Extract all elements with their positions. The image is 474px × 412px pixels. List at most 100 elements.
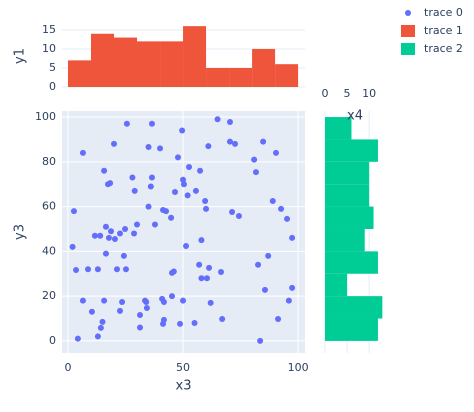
point (285, 297, 292, 304)
point (143, 305, 150, 312)
point (143, 298, 150, 305)
point (145, 144, 152, 151)
point (122, 266, 129, 273)
point (74, 335, 81, 342)
bar (67, 60, 91, 87)
point (289, 284, 296, 291)
point (289, 234, 296, 241)
legend-label: trace 2 (424, 42, 463, 55)
point (123, 120, 130, 127)
point (105, 234, 112, 241)
point (129, 174, 136, 181)
point (179, 127, 186, 134)
point (120, 252, 127, 259)
point (206, 264, 213, 271)
x-axis-title: x3 (176, 379, 192, 394)
point (180, 176, 187, 183)
bar (325, 318, 378, 341)
y-tick-label: 10 (42, 42, 56, 55)
point (183, 242, 190, 249)
point (214, 116, 221, 123)
point (101, 297, 108, 304)
point (235, 212, 242, 219)
point (69, 243, 76, 250)
point (70, 208, 77, 215)
bar (252, 48, 276, 87)
point (232, 140, 239, 147)
point (151, 221, 158, 228)
y-tick-label: 80 (42, 155, 56, 168)
point (107, 180, 114, 187)
bar (325, 117, 352, 140)
y-tick-label: 100 (35, 110, 56, 123)
point (218, 268, 225, 275)
point (79, 297, 86, 304)
point (170, 268, 177, 275)
point (163, 208, 170, 215)
point (275, 315, 282, 322)
x-axis-title: x4 (347, 109, 363, 124)
point (116, 230, 123, 237)
point (186, 163, 193, 170)
bar (275, 64, 299, 87)
y-tick-label: 40 (42, 244, 56, 257)
point (122, 225, 129, 232)
point (91, 232, 98, 239)
point (101, 167, 108, 174)
point (99, 318, 106, 325)
point (198, 237, 205, 244)
point (180, 181, 187, 188)
x-tick-label: 5 (344, 87, 351, 100)
point (148, 120, 155, 127)
point (79, 149, 86, 156)
legend-label: trace 0 (424, 6, 463, 19)
legend-label: trace 1 (424, 24, 463, 37)
point (207, 299, 214, 306)
point (177, 320, 184, 327)
y-axis-title: y3 (13, 224, 28, 240)
point (131, 230, 138, 237)
point (260, 138, 267, 145)
point (168, 214, 175, 221)
bar (325, 251, 378, 274)
point (157, 145, 164, 152)
point (131, 187, 138, 194)
point (226, 138, 233, 145)
point (137, 311, 144, 318)
point (203, 275, 210, 282)
point (108, 228, 115, 235)
legend-marker (405, 10, 411, 16)
bar (137, 41, 161, 87)
bar (114, 37, 138, 87)
point (73, 266, 80, 273)
point (160, 298, 167, 305)
bar (206, 67, 230, 87)
point (251, 156, 258, 163)
point (160, 316, 167, 323)
y-tick-label: 0 (49, 80, 56, 93)
y-tick-label: 20 (42, 289, 56, 302)
bar (325, 161, 370, 185)
point (196, 261, 203, 268)
y-tick-label: 60 (42, 200, 56, 213)
point (202, 197, 209, 204)
point (273, 149, 280, 156)
legend-marker (401, 25, 415, 37)
y-tick-label: 15 (42, 23, 56, 36)
bar (183, 26, 207, 87)
point (88, 308, 95, 315)
point (145, 203, 152, 210)
point (197, 167, 204, 174)
point (257, 337, 264, 344)
point (255, 261, 262, 268)
point (180, 297, 187, 304)
point (148, 174, 155, 181)
bar (325, 273, 348, 297)
y-axis-title: y1 (13, 48, 28, 64)
bar (325, 206, 374, 229)
x-tick-label: 0 (64, 361, 71, 374)
point (184, 192, 191, 199)
bar (325, 184, 370, 207)
point (252, 169, 259, 176)
